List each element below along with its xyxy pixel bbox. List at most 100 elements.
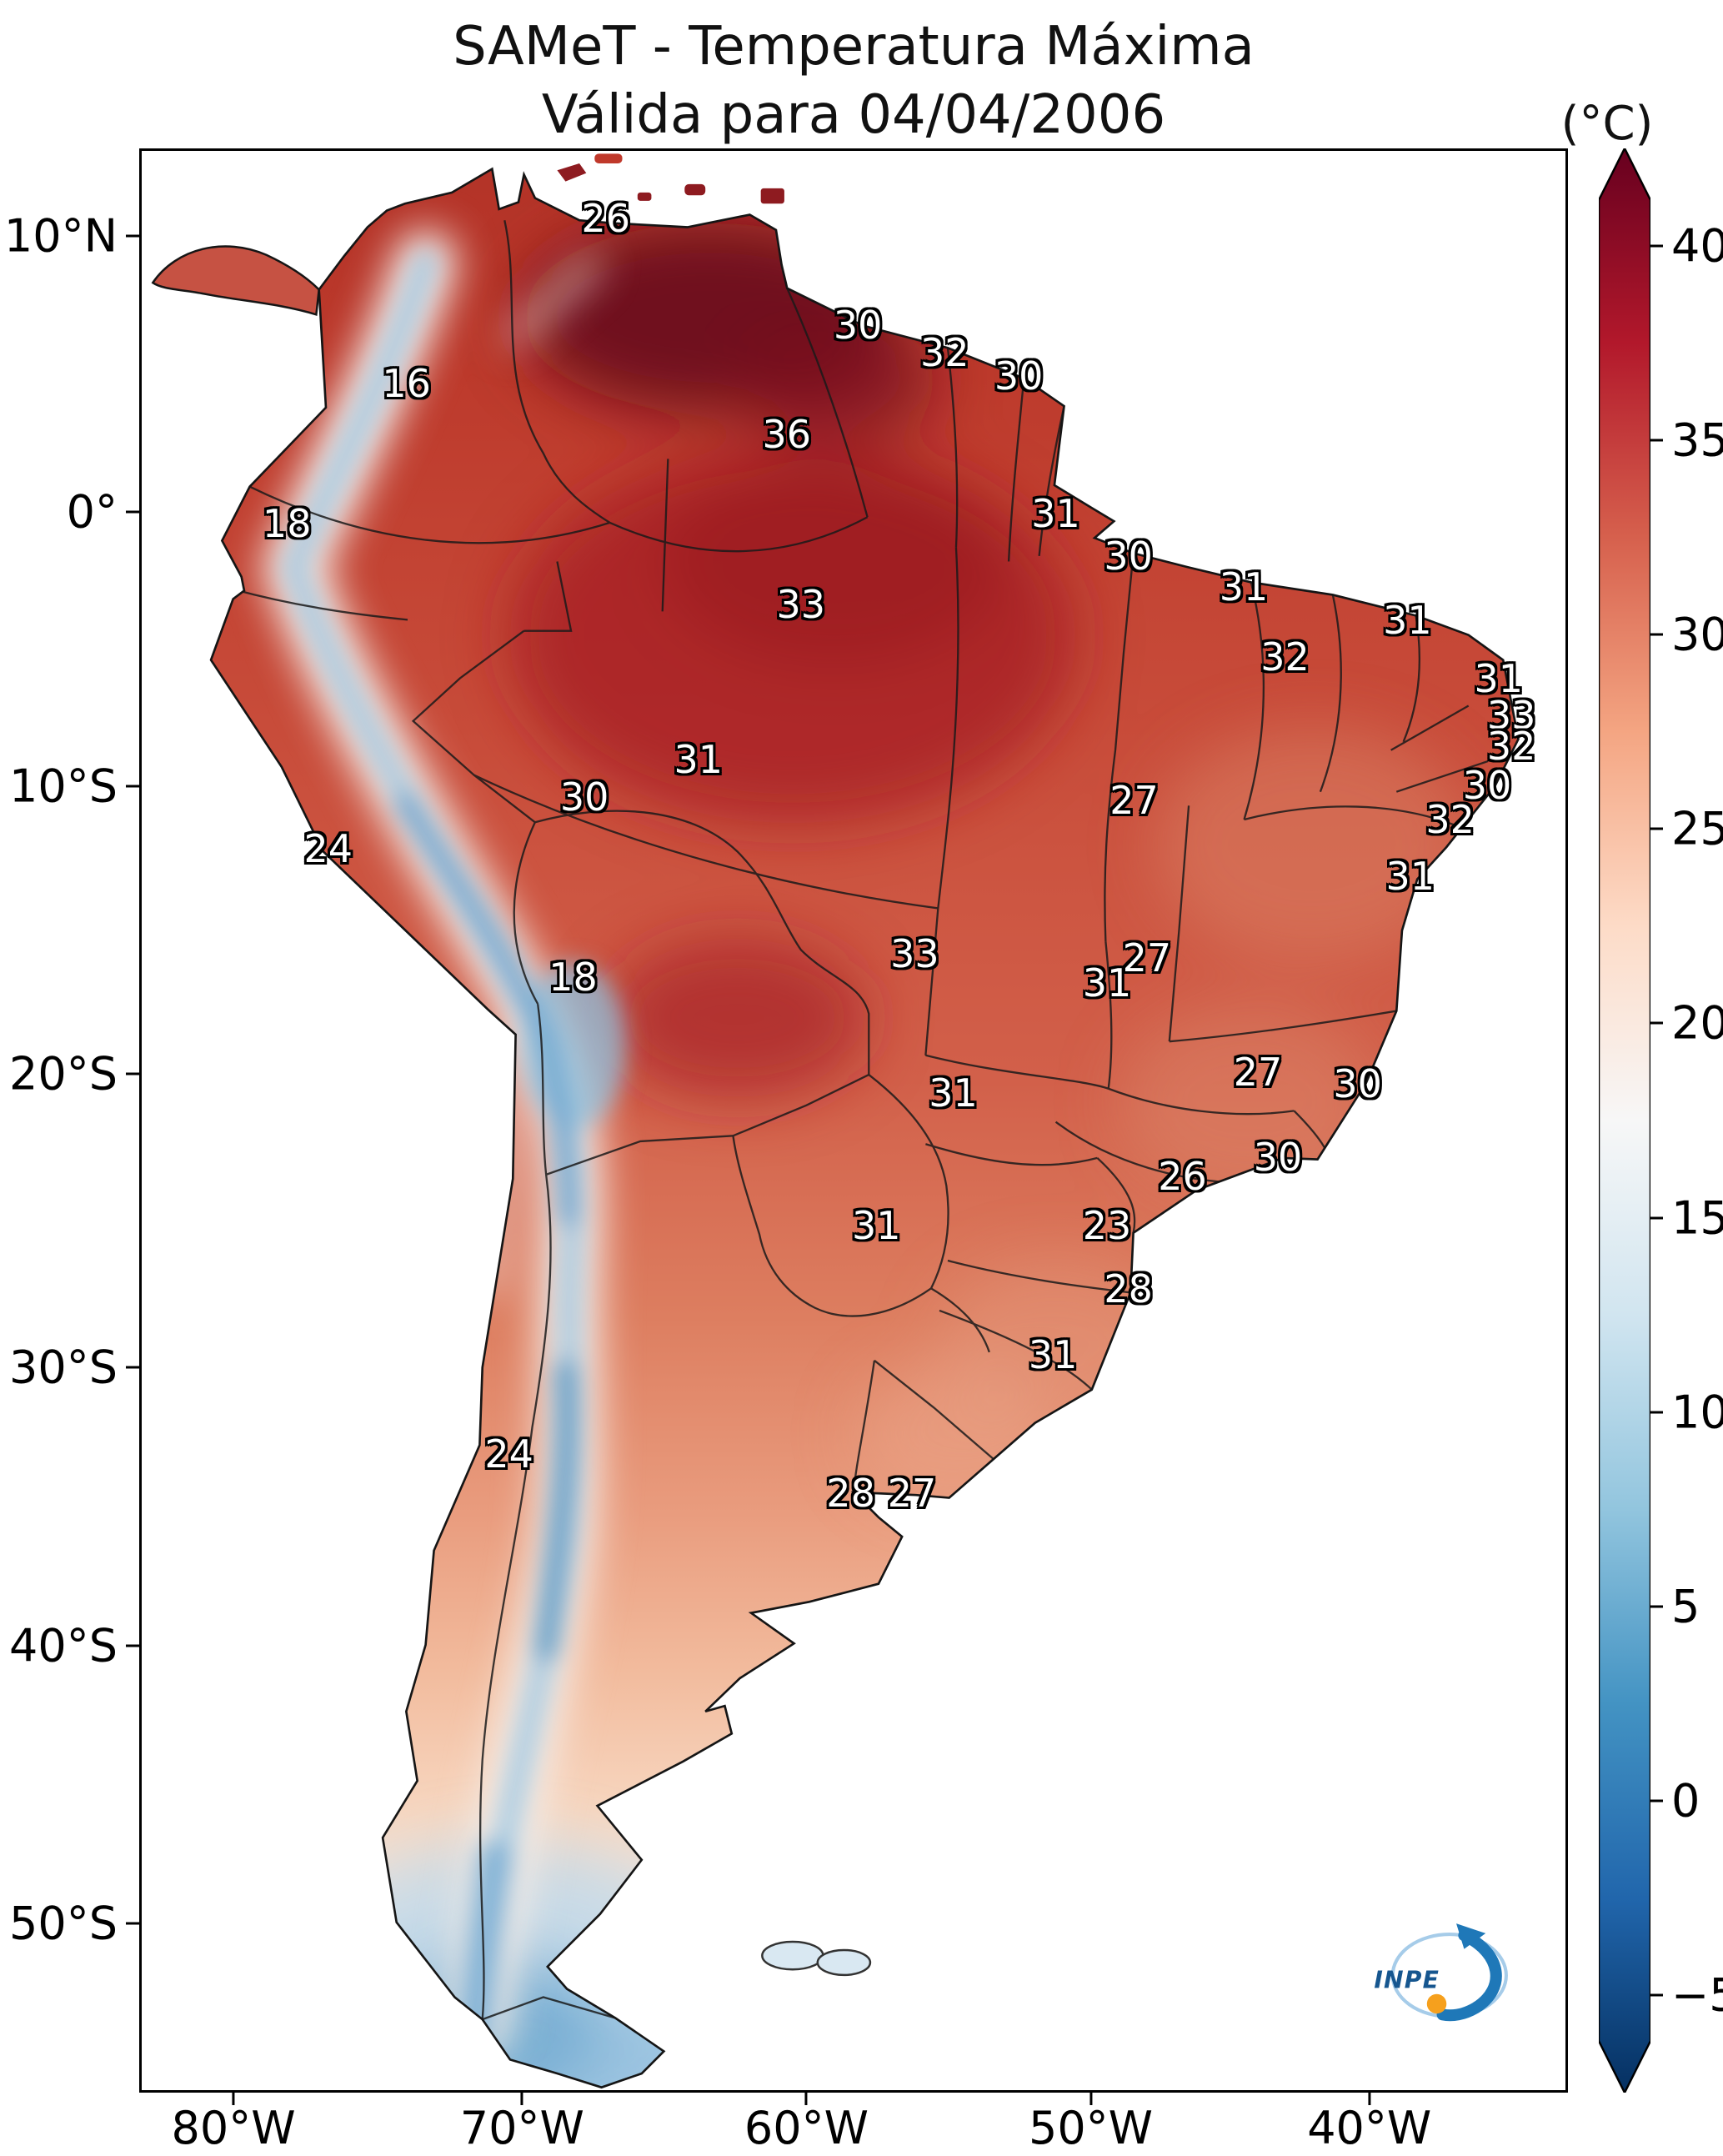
colorbar-tick-mark [1650, 1216, 1663, 1220]
temperature-label: 33 [890, 930, 939, 976]
colorbar-tick-mark [1650, 1799, 1663, 1803]
colorbar-tick-mark [1650, 633, 1663, 636]
temperature-label: 32 [920, 329, 969, 375]
temperature-label: 31 [1383, 597, 1432, 643]
y-tick-mark [126, 1922, 139, 1925]
y-tick-label: 10°S [9, 760, 118, 813]
temperature-label: 26 [1158, 1154, 1207, 1200]
colorbar-tick-mark [1650, 1605, 1663, 1608]
x-tick: 60°W [744, 2093, 869, 2153]
x-tick: 70°W [460, 2093, 584, 2153]
colorbar-tick: 15 [1650, 1191, 1723, 1244]
temperature-label: 18 [548, 954, 598, 1000]
temperature-label: 31 [1028, 1332, 1078, 1378]
y-axis: 10°N 0° 10°S 20°S 30°S 40°S 50°S [0, 148, 139, 2093]
x-axis: 80°W 70°W 60°W 50°W 40°W [139, 2093, 1568, 2156]
x-tick: 50°W [1029, 2093, 1153, 2153]
colorbar-unit-label: (°C) [1560, 97, 1654, 151]
colorbar-gradient-bar [1599, 148, 1650, 2093]
temperature-label: 30 [1333, 1060, 1382, 1106]
y-tick: 30°S [0, 1341, 139, 1394]
title-line-1: SAMeT - Temperatura Máxima [453, 16, 1255, 78]
y-tick-mark [126, 1072, 139, 1075]
south-america-temperature-map [151, 153, 1520, 2089]
colorbar-tick-label: 30 [1671, 608, 1723, 661]
logo-orange-dot [1426, 1994, 1447, 2014]
temperature-label: 31 [1474, 655, 1523, 701]
colorbar-tick: 25 [1650, 803, 1723, 855]
temperature-label: 27 [887, 1470, 937, 1516]
inpe-logo: INPE [1366, 1908, 1523, 2043]
temperature-label: 31 [1082, 960, 1132, 1005]
y-tick: 50°S [0, 1898, 139, 1950]
temperature-label: 27 [1122, 935, 1172, 980]
falkland-islands [761, 1940, 872, 1977]
y-tick: 40°S [0, 1619, 139, 1672]
colorbar-tick-mark [1650, 1411, 1663, 1414]
logo-arrow-head [1455, 1923, 1486, 1950]
temperature-label: 30 [1462, 762, 1512, 808]
colorbar-tick: 5 [1650, 1581, 1700, 1633]
colorbar-tick-label: 40 [1671, 219, 1723, 273]
temperature-label: 31 [1385, 853, 1435, 899]
x-tick: 40°W [1307, 2093, 1431, 2153]
colorbar-tick-mark [1650, 827, 1663, 830]
colorbar-tick-mark [1650, 1021, 1663, 1025]
caribbean-islands [557, 153, 784, 204]
political-borders [233, 219, 1489, 2021]
colorbar-tick: 35 [1650, 414, 1723, 466]
y-tick-mark [126, 1644, 139, 1647]
logo-text: INPE [1374, 1967, 1440, 1994]
temperature-label: 30 [1104, 534, 1153, 579]
temperature-label: 32 [1425, 797, 1475, 843]
x-tick-label: 50°W [1028, 2102, 1154, 2154]
temperature-label: 27 [1109, 778, 1159, 824]
y-tick: 10°N [0, 209, 139, 262]
temperature-label: 36 [762, 411, 811, 457]
colorbar-tick-mark [1650, 1993, 1663, 1997]
x-tick-label: 80°W [171, 2102, 296, 2154]
map-labels-layer: 26 30 32 30 16 36 18 31 30 31 33 31 32 31 33 32 31 30 27 30… [142, 151, 1565, 2090]
temperature-label: 31 [929, 1070, 978, 1116]
temperature-label: 30 [559, 774, 609, 820]
temperature-label: 31 [674, 737, 724, 783]
temperature-label: 27 [1233, 1049, 1283, 1095]
temperature-label: 31 [852, 1202, 901, 1248]
logo-arrow-swoosh [1436, 1929, 1502, 2022]
y-tick-mark [126, 234, 139, 238]
temperature-label: 18 [262, 500, 312, 546]
x-tick-label: 60°W [744, 2102, 869, 2154]
temperature-label: 16 [382, 361, 431, 407]
colorbar-tick: 40 [1650, 219, 1723, 272]
temperature-label: 24 [303, 826, 353, 872]
temperature-label: 23 [1082, 1202, 1132, 1248]
y-tick-mark [126, 1366, 139, 1369]
colorbar-ticks: 40 35 30 25 20 15 10 5 0 −5 [1599, 148, 1723, 2093]
temperature-label: 24 [484, 1431, 533, 1477]
colorbar-tick-label: 0 [1671, 1774, 1700, 1828]
temperature-label: 28 [826, 1470, 875, 1516]
colorbar-tick-label: 25 [1671, 802, 1723, 855]
x-tick-mark [804, 2093, 808, 2105]
colorbar-tick-mark [1650, 244, 1663, 248]
colorbar-tick: 30 [1650, 609, 1723, 661]
temperature-label: 28 [1104, 1266, 1153, 1312]
colorbar: 40 35 30 25 20 15 10 5 0 −5 [1599, 148, 1723, 2093]
y-tick-label: 40°S [9, 1619, 118, 1672]
temperature-label: 33 [776, 582, 826, 628]
y-tick-label: 50°S [9, 1897, 118, 1950]
colorbar-tick: 0 [1650, 1775, 1700, 1828]
x-tick-mark [1368, 2093, 1371, 2105]
temperature-label: 33 [1486, 692, 1536, 738]
colorbar-tick: 20 [1650, 997, 1723, 1050]
x-tick-label: 70°W [459, 2102, 584, 2154]
y-tick-mark [126, 785, 139, 788]
temperature-label: 26 [581, 196, 631, 242]
y-tick-label: 0° [66, 485, 118, 539]
x-tick-mark [1089, 2093, 1093, 2105]
temperature-label: 32 [1486, 724, 1536, 770]
x-tick: 80°W [172, 2093, 296, 2153]
y-tick: 0° [0, 486, 139, 539]
x-tick-mark [520, 2093, 523, 2105]
